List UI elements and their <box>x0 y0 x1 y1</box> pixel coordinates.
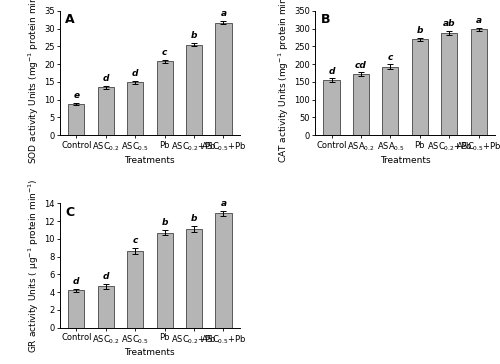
Text: a: a <box>220 199 226 208</box>
Bar <box>98 286 114 328</box>
Bar <box>98 87 114 135</box>
Y-axis label: SOD activity Units (mg$^{-1}$ protein min$^{-1}$): SOD activity Units (mg$^{-1}$ protein mi… <box>26 0 41 164</box>
Text: d: d <box>132 69 138 78</box>
Y-axis label: GR activity Units ( μg$^{-1}$ protein min$^{-1}$): GR activity Units ( μg$^{-1}$ protein mi… <box>27 178 41 353</box>
Text: b: b <box>191 31 198 40</box>
Bar <box>382 67 398 135</box>
Bar <box>127 82 144 135</box>
Text: ab: ab <box>443 19 456 28</box>
X-axis label: Treatments: Treatments <box>124 348 175 357</box>
Text: B: B <box>320 13 330 27</box>
Text: A: A <box>66 13 75 27</box>
Y-axis label: CAT activity Units (mg$^{-1}$ protein min$^{-1}$): CAT activity Units (mg$^{-1}$ protein mi… <box>276 0 291 163</box>
Bar <box>216 23 232 135</box>
Bar <box>68 104 84 135</box>
Text: d: d <box>102 272 109 281</box>
Text: b: b <box>416 26 423 35</box>
Bar <box>324 80 340 135</box>
Bar <box>412 39 428 135</box>
Bar <box>186 45 202 135</box>
Text: b: b <box>191 214 198 223</box>
Text: a: a <box>220 9 226 18</box>
Bar <box>127 251 144 328</box>
Bar <box>353 74 369 135</box>
Text: cd: cd <box>355 60 367 70</box>
X-axis label: Treatments: Treatments <box>124 156 175 165</box>
Bar <box>68 290 84 328</box>
Bar <box>186 229 202 328</box>
Text: d: d <box>328 67 335 76</box>
Text: c: c <box>162 48 168 57</box>
Bar <box>216 213 232 328</box>
Bar <box>470 29 487 135</box>
Bar <box>441 33 458 135</box>
X-axis label: Treatments: Treatments <box>380 156 430 165</box>
Text: d: d <box>102 74 109 83</box>
Text: a: a <box>476 16 482 25</box>
Text: C: C <box>66 206 74 219</box>
Text: e: e <box>73 91 80 100</box>
Text: c: c <box>388 53 393 62</box>
Bar <box>156 61 172 135</box>
Text: b: b <box>162 218 168 227</box>
Bar <box>156 233 172 328</box>
Text: c: c <box>132 237 138 245</box>
Text: d: d <box>73 277 80 286</box>
